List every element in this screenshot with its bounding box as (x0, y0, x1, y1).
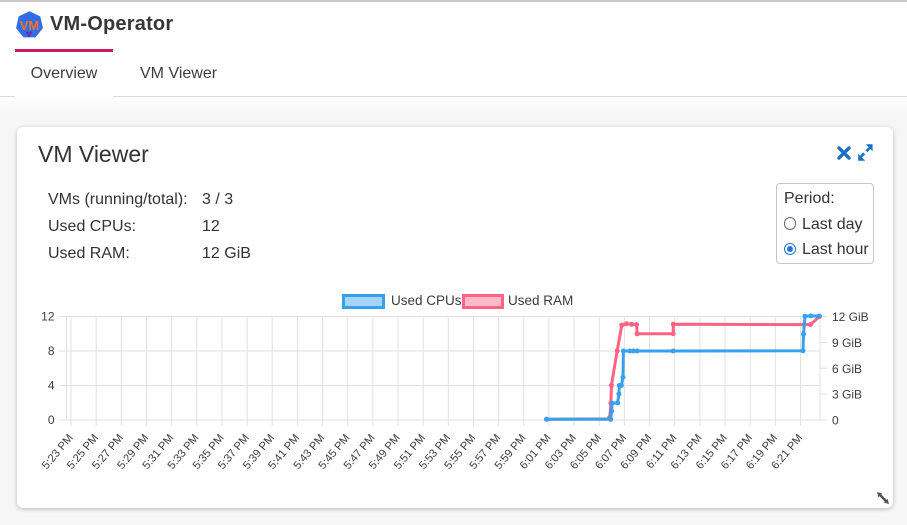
svg-text:8: 8 (48, 344, 55, 358)
svg-text:9 GiB: 9 GiB (832, 336, 862, 350)
svg-text:0: 0 (48, 413, 55, 427)
svg-text:6 GiB: 6 GiB (832, 362, 862, 376)
svg-text:12 GiB: 12 GiB (832, 310, 869, 324)
svg-text:0: 0 (832, 414, 839, 428)
svg-text:4: 4 (48, 379, 55, 393)
svg-text:3 GiB: 3 GiB (832, 388, 862, 402)
svg-text:12: 12 (41, 310, 55, 324)
svg-text:VM: VM (20, 18, 40, 33)
